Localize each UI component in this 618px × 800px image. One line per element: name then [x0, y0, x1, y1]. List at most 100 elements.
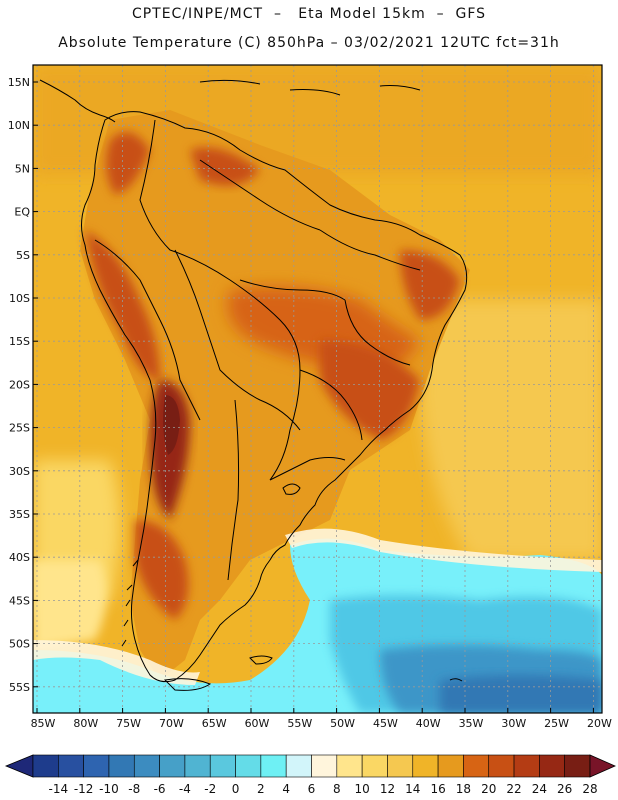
- lat-label: 15S: [9, 335, 30, 348]
- lat-label: 35S: [9, 508, 30, 521]
- colorbar-swatch: [311, 754, 338, 778]
- lon-label: 75W: [116, 717, 141, 730]
- lat-label: 40S: [9, 551, 30, 564]
- lon-label: 20W: [587, 717, 612, 730]
- lat-label: EQ: [14, 206, 30, 219]
- colorbar-label: 22: [506, 782, 521, 796]
- border-8: [269, 457, 346, 481]
- colorbar-swatch: [209, 754, 236, 778]
- border-6: [94, 239, 161, 321]
- border-4: [239, 279, 346, 301]
- latitude-labels: 15N 10N 5N EQ 5S 10S 15S 20S 25S 30S 35S 40S 45S 50S 5…: [8, 76, 38, 694]
- colorbar-label: 4: [282, 782, 290, 796]
- colorbar-label: 24: [532, 782, 547, 796]
- lat-label: 10S: [9, 292, 30, 305]
- map-frame: [32, 64, 603, 714]
- field-hot-southeast: [320, 340, 420, 440]
- lon-label: 80W: [73, 717, 98, 730]
- lon-label: 30W: [501, 717, 526, 730]
- lat-label: 45S: [9, 594, 30, 607]
- colorbar-label: -2: [204, 782, 216, 796]
- border-2: [174, 249, 301, 431]
- colorbar-label: 6: [308, 782, 316, 796]
- field-hot-northeast: [400, 250, 460, 320]
- colorbar-label: 10: [354, 782, 369, 796]
- lon-label: 70W: [159, 717, 184, 730]
- colorbar-swatch: [83, 754, 110, 778]
- field-deep-blue: [440, 675, 602, 713]
- colorbar-label: -8: [128, 782, 140, 796]
- lon-label: 60W: [245, 717, 270, 730]
- lat-label: 30S: [9, 465, 30, 478]
- colorbar-label: 2: [257, 782, 265, 796]
- colorbar-swatch: [260, 754, 287, 778]
- lon-label: 35W: [459, 717, 484, 730]
- border-11: [227, 399, 240, 581]
- colorbar-over-triangle: [589, 754, 616, 778]
- lon-label: 45W: [373, 717, 398, 730]
- lat-label: 15N: [8, 76, 30, 89]
- lon-label: 25W: [544, 717, 569, 730]
- lon-label: 85W: [31, 717, 56, 730]
- field-hot-guiana: [190, 147, 260, 186]
- chart-subtitle: Absolute Temperature (C) 850hPa – 03/02/…: [58, 35, 560, 51]
- colorbar-label: 0: [232, 782, 240, 796]
- colorbar-swatch: [108, 754, 135, 778]
- border-7: [159, 319, 201, 421]
- lagoon: [282, 483, 301, 495]
- colorbar-label: 20: [481, 782, 496, 796]
- colorbar-swatch: [488, 754, 515, 778]
- chile-fjords: [121, 559, 139, 647]
- field-hot-venezuela: [106, 132, 150, 195]
- colorbar: [4, 754, 616, 778]
- colorbar-label: 18: [456, 782, 471, 796]
- colorbar-label: 28: [582, 782, 597, 796]
- coastlines: [39, 79, 468, 691]
- lat-label: 10N: [8, 119, 30, 132]
- colorbar-swatch: [513, 754, 540, 778]
- border-5: [344, 299, 411, 366]
- colorbar-swatch: [58, 754, 84, 778]
- colorbar-swatch: [235, 754, 262, 778]
- lon-label: 40W: [416, 717, 441, 730]
- colorbar-swatch: [539, 754, 565, 778]
- colorbar-label: -12: [74, 782, 94, 796]
- lon-label: 55W: [287, 717, 312, 730]
- colorbar-swatch: [184, 754, 211, 778]
- lat-label: 20S: [9, 378, 30, 391]
- lat-label: 5N: [15, 162, 30, 175]
- lat-label: 55S: [9, 681, 30, 694]
- field-front-band: [285, 528, 602, 572]
- lat-label: 5S: [16, 249, 30, 262]
- colorbar-swatch: [285, 754, 312, 778]
- colorbar-label: 16: [430, 782, 445, 796]
- border-9: [199, 159, 321, 231]
- south-america-coast: [81, 111, 468, 683]
- chart-title: CPTEC/INPE/MCT – Eta Model 15km – GFS: [131, 6, 487, 22]
- colorbar-swatch: [387, 754, 414, 778]
- field-hot-patagonia: [135, 520, 189, 620]
- colorbar-swatch: [412, 754, 439, 778]
- colorbar-swatch: [361, 754, 388, 778]
- colorbar-swatch: [336, 754, 363, 778]
- border-1: [139, 119, 301, 481]
- colorbar-label: 26: [557, 782, 572, 796]
- lat-label: 50S: [9, 638, 30, 651]
- longitude-labels: 85W 80W 75W 70W 65W 60W 55W 50W 45W 40W 35W 30W 25W 2…: [31, 708, 612, 730]
- colorbar-label: -10: [99, 782, 119, 796]
- colorbar-swatch: [133, 754, 160, 778]
- border-3: [299, 369, 363, 441]
- island-sg: [449, 678, 463, 682]
- colorbar-label: 14: [405, 782, 420, 796]
- colorbar-label: -14: [49, 782, 69, 796]
- colorbar-label: -4: [179, 782, 191, 796]
- lat-label: 25S: [9, 422, 30, 435]
- colorbar-swatch: [564, 754, 591, 778]
- field-south-band: [33, 640, 200, 685]
- field-hottest-core: [163, 395, 180, 455]
- map-field: [33, 65, 602, 713]
- tierra-del-fuego: [163, 678, 212, 691]
- lon-label: 65W: [202, 717, 227, 730]
- colorbar-swatch: [463, 754, 490, 778]
